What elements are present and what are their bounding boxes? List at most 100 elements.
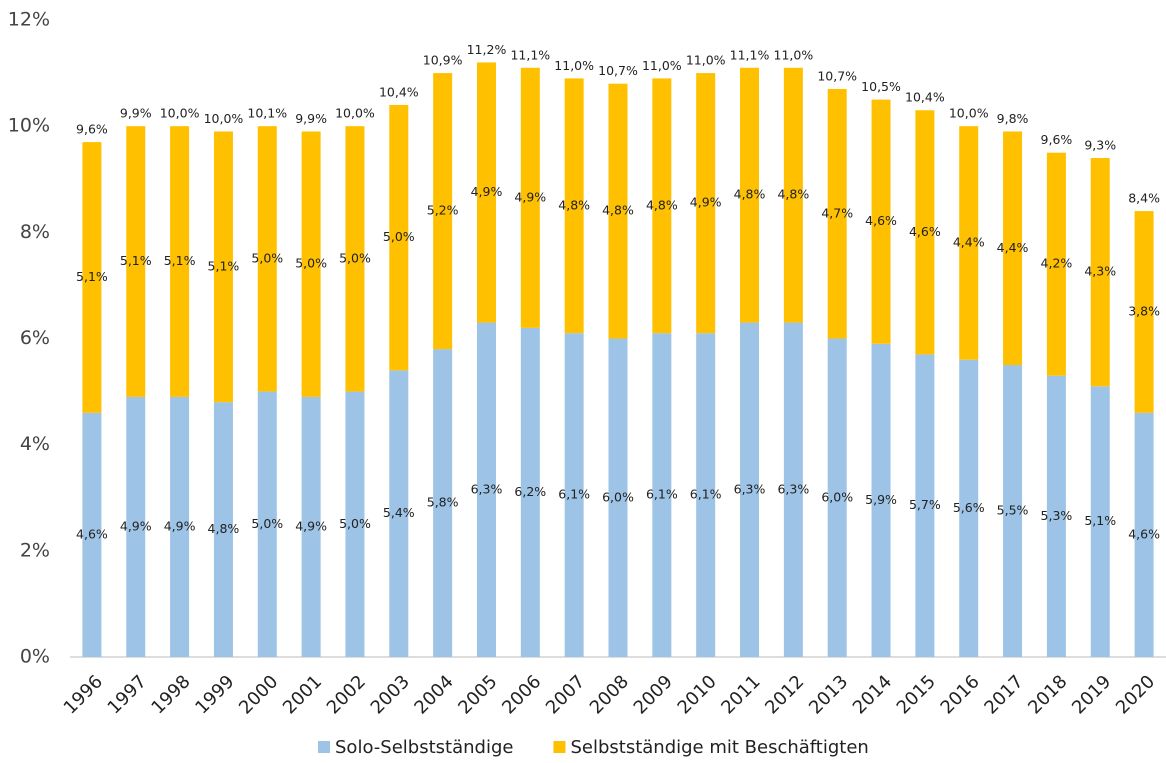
bar-segment <box>1046 152 1066 376</box>
value-label: 4,8% <box>777 187 809 202</box>
value-label: 5,1% <box>120 253 152 268</box>
total-label: 8,4% <box>1128 191 1160 206</box>
bar-segment <box>433 349 453 657</box>
value-label: 4,9% <box>120 518 152 533</box>
x-tick-label: 2005 <box>454 671 501 718</box>
bar-segment <box>696 333 716 657</box>
value-label: 4,9% <box>471 184 503 199</box>
value-label: 5,1% <box>164 253 196 268</box>
bar-segment <box>871 343 891 657</box>
bar-segment <box>915 354 935 657</box>
value-label: 5,4% <box>383 505 415 520</box>
y-tick-label: 8% <box>20 221 50 243</box>
value-label: 4,6% <box>1128 526 1160 541</box>
value-label: 5,2% <box>427 203 459 218</box>
value-label: 4,6% <box>865 213 897 228</box>
value-label: 4,8% <box>558 197 590 212</box>
total-label: 11,2% <box>467 42 507 57</box>
value-label: 5,1% <box>1084 513 1116 528</box>
value-label: 4,8% <box>208 521 240 536</box>
x-tick-label: 2012 <box>761 671 808 718</box>
bar-segment <box>301 131 321 397</box>
bar-segment <box>959 359 979 657</box>
value-label: 5,1% <box>208 258 240 273</box>
value-label: 5,8% <box>427 495 459 510</box>
x-tick-label: 2014 <box>849 671 896 718</box>
bar-segment <box>608 338 628 657</box>
y-tick-label: 4% <box>20 433 50 455</box>
value-label: 6,1% <box>558 487 590 502</box>
bar-segment <box>696 73 716 334</box>
total-label: 10,5% <box>861 79 901 94</box>
total-label: 11,1% <box>730 47 770 62</box>
x-tick-label: 2013 <box>805 671 852 718</box>
x-tick-label: 2020 <box>1112 671 1159 718</box>
total-label: 9,3% <box>1084 138 1116 153</box>
bar-segment <box>476 62 496 323</box>
total-label: 10,0% <box>949 106 989 121</box>
bar-segment <box>126 396 146 657</box>
total-label: 10,0% <box>204 111 244 126</box>
bar-segment <box>564 78 584 334</box>
total-label: 11,0% <box>774 47 814 62</box>
value-label: 6,1% <box>690 487 722 502</box>
value-label: 6,1% <box>646 487 678 502</box>
bar-segment <box>345 126 365 392</box>
bar-segment <box>740 322 760 657</box>
value-label: 4,9% <box>164 518 196 533</box>
x-tick-label: 2010 <box>674 671 721 718</box>
bar-segment <box>915 110 935 355</box>
bar-segment <box>1003 365 1023 657</box>
x-tick-label: 2015 <box>893 671 940 718</box>
value-label: 4,8% <box>734 187 766 202</box>
bar-segment <box>740 67 760 323</box>
x-tick-label: 2004 <box>410 671 457 718</box>
total-label: 10,7% <box>598 63 638 78</box>
bar-segment <box>1003 131 1023 366</box>
total-label: 11,0% <box>554 58 594 73</box>
value-label: 5,0% <box>339 516 371 531</box>
total-label: 9,9% <box>295 111 327 126</box>
bar-segment <box>1090 386 1110 657</box>
x-tick-label: 2001 <box>279 671 326 718</box>
bar-segment <box>520 67 540 328</box>
value-label: 4,2% <box>1041 256 1073 271</box>
bar-segment <box>301 396 321 657</box>
total-label: 11,1% <box>510 47 550 62</box>
x-tick-label: 2003 <box>367 671 414 718</box>
value-label: 4,9% <box>295 518 327 533</box>
total-label: 10,7% <box>817 69 857 84</box>
value-label: 4,9% <box>690 195 722 210</box>
x-tick-label: 1996 <box>60 671 107 718</box>
value-label: 4,4% <box>953 234 985 249</box>
bar-segment <box>170 396 190 657</box>
total-label: 10,0% <box>160 106 200 121</box>
value-label: 4,8% <box>646 197 678 212</box>
bar-segment <box>476 322 496 657</box>
value-label: 4,9% <box>514 189 546 204</box>
y-tick-label: 12% <box>8 9 50 31</box>
bar-segment <box>389 370 409 657</box>
value-label: 5,1% <box>76 269 108 284</box>
value-label: 4,6% <box>909 224 941 239</box>
bar-segment <box>520 327 540 657</box>
bar-segment <box>82 412 102 657</box>
y-tick-label: 2% <box>20 539 50 561</box>
bar-segment <box>257 126 277 392</box>
bar-segment <box>82 142 102 413</box>
bar-segment <box>1134 412 1154 657</box>
bar-segment <box>783 322 803 657</box>
total-label: 10,9% <box>423 53 463 68</box>
bar-segment <box>959 126 979 360</box>
value-label: 4,3% <box>1084 264 1116 279</box>
bar-segment <box>652 78 672 334</box>
value-label: 4,4% <box>997 240 1029 255</box>
x-tick-label: 2019 <box>1068 671 1115 718</box>
legend-swatch <box>318 741 330 753</box>
bar-segment <box>652 333 672 657</box>
bar-segment <box>827 338 847 657</box>
total-label: 11,0% <box>686 53 726 68</box>
value-label: 6,3% <box>777 481 809 496</box>
value-label: 5,3% <box>1041 508 1073 523</box>
